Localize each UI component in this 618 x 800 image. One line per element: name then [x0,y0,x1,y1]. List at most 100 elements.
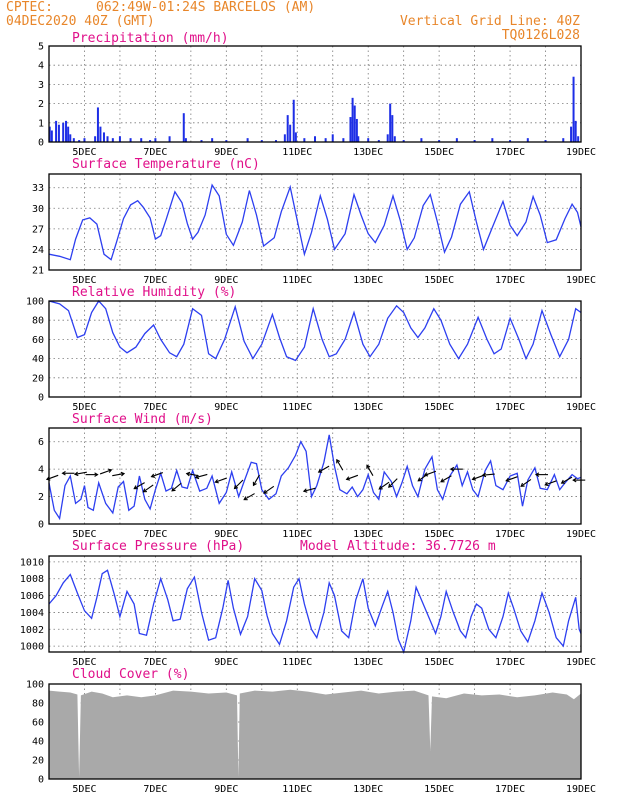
precipitation-bar [570,126,573,142]
wind-arrow-head [150,473,156,478]
precipitation-bar [274,140,277,142]
x-tick-label: 7DEC [143,402,167,413]
x-tick-label: 9DEC [214,275,238,286]
precipitation-bar [99,126,102,142]
precipitation-bar [106,136,109,142]
precipitation-bar [94,136,97,142]
y-tick-label: 1002 [20,625,44,636]
y-tick-label: 20 [32,373,44,384]
precipitation-bar [182,113,185,142]
wind-arrow [171,482,182,492]
precipitation-bar [544,140,547,142]
model-altitude-label: Model Altitude: 36.7726 m [300,539,496,554]
x-tick-label: 17DEC [495,784,525,795]
wind-arrow-shaft [366,465,374,476]
precipitation-bar [149,140,152,142]
wind-arrow [150,472,163,478]
y-tick-label: 30 [32,204,44,215]
precipitation-bar [48,126,51,142]
wind-arrow-shaft [336,459,344,471]
wind-arrow [378,481,390,490]
wind-arrow [534,472,548,477]
y-tick-label: 1000 [20,642,44,653]
precipitation-bar [65,120,68,142]
x-tick-label: 7DEC [143,147,167,158]
pressure-panel: 1000 1002 1004 1006 1008 1010 5DEC 7DEC 9DEC 11DE… [20,539,596,668]
precipitation-bar [342,138,345,142]
wind-arrow-head [440,478,445,483]
y-tick-label: 4 [38,465,44,476]
x-tick-label: 13DEC [353,147,383,158]
wind-arrow [233,479,244,490]
precipitation-bar [140,138,143,142]
wind-arrow [572,477,586,483]
x-tick-label: 9DEC [214,529,238,540]
x-tick-label: 13DEC [353,402,383,413]
wind-arrow [73,471,87,477]
precipitation-bar [303,138,306,142]
x-tick-label: 13DEC [353,784,383,795]
wind-arrow-head [388,483,393,488]
wind-arrow [544,480,557,487]
wind-arrow-head [534,472,540,477]
wind-arrow-shaft [472,474,484,480]
precipitation-bar [386,134,389,142]
y-tick-label: 2 [38,99,44,110]
wind-frame [48,427,582,525]
y-tick-label: 2 [38,492,44,503]
precipitation-bar [351,97,354,142]
y-tick-label: 60 [32,335,44,346]
wind-arrow-head [73,471,79,477]
precipitation-bar [211,138,214,142]
precipitation-bar [402,140,405,142]
precipitation-bar [391,115,394,142]
x-tick-label: 7DEC [143,529,167,540]
wind-arrow [302,487,316,493]
wind-arrow [214,477,227,484]
y-tick-label: 4 [38,61,44,72]
wind-arrow-head [233,484,239,490]
y-tick-label: 3 [38,80,44,91]
cloud-cover-title: Cloud Cover (%) [72,667,189,682]
wind-panel: 0 2 4 6 5DEC 7DEC 9DEC 11DEC 13DEC 15DEC 17DEC 19DE… [38,412,596,540]
precipitation-title: Precipitation (mm/h) [72,31,229,46]
precipitation-bar [389,103,392,142]
pressure-title: Surface Pressure (hPa) [72,539,244,554]
wind-title: Surface Wind (m/s) [72,412,213,427]
x-tick-label: 5DEC [72,784,96,795]
x-tick-label: 15DEC [424,784,454,795]
x-tick-label: 17DEC [495,529,525,540]
y-tick-label: 1004 [20,608,44,619]
precipitation-bar [420,138,423,142]
precipitation-bar [83,138,86,142]
wind-arrow-shaft [303,487,316,492]
pressure-line [48,569,582,655]
wind-arrow-head [171,487,176,492]
x-tick-label: 11DEC [282,529,312,540]
precipitation-bar [509,140,512,142]
precipitation-bar [129,138,132,142]
humidity-title: Relative Humidity (%) [72,285,236,300]
wind-arrow-head [449,466,455,472]
x-tick-label: 19DEC [566,784,596,795]
wind-arrow-shaft [99,469,112,475]
wind-arrow-shaft [171,482,182,492]
y-tick-label: 33 [32,183,44,194]
humidity-frame [48,300,582,398]
wind-arrow-head [61,470,66,476]
wind-arrow [142,484,154,493]
wind-arrow [61,470,75,476]
precipitation-bar [367,138,370,142]
wind-arrow [336,458,344,471]
precipitation-bar [184,138,187,142]
temperature-title: Surface Temperature (nC) [72,157,260,172]
x-tick-label: 17DEC [495,147,525,158]
temperature-line [48,183,582,261]
wind-arrow [263,485,275,494]
precipitation-bar [289,124,292,142]
wind-arrow-shaft [151,472,163,478]
wind-arrow-head [263,489,268,494]
x-tick-label: 13DEC [353,657,383,668]
wind-arrow-shaft [424,470,437,476]
wind-arrow-head [185,471,191,477]
